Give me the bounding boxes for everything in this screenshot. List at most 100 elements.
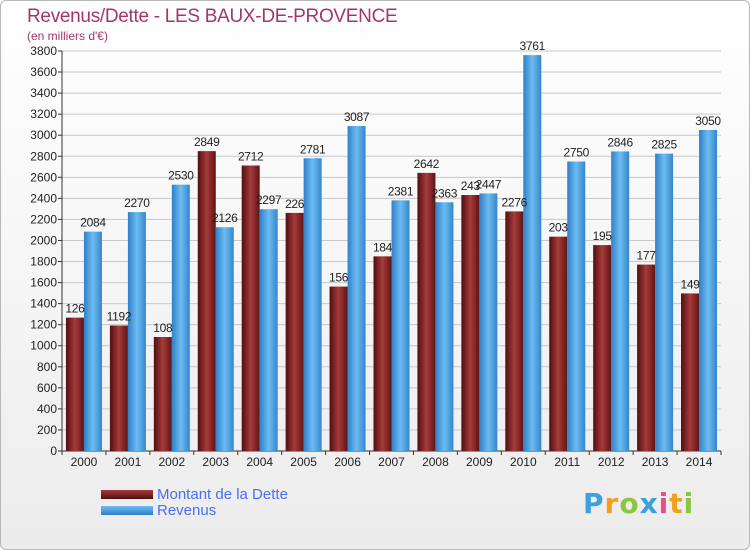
y-tick-label: 1400: [30, 297, 57, 311]
x-tick-label: 2003: [202, 455, 229, 469]
data-label-dette: 126: [65, 302, 85, 316]
bar-dette: [109, 325, 128, 451]
data-label-revenus: 2363: [432, 186, 458, 200]
data-label-dette: 226: [285, 197, 305, 211]
data-label-revenus: 3050: [695, 114, 721, 128]
bar-dette: [285, 212, 304, 451]
logo-letter: P: [583, 487, 605, 520]
data-label-revenus: 3761: [520, 39, 546, 53]
x-tick-label: 2007: [378, 455, 405, 469]
bar-revenus: [479, 193, 498, 451]
y-tick-label: 2200: [30, 212, 57, 226]
x-tick-label: 2014: [686, 455, 713, 469]
bar-revenus: [303, 158, 322, 451]
x-tick-label: 2011: [554, 455, 580, 469]
data-label-revenus: 3087: [344, 110, 370, 124]
data-label-dette: 149: [680, 277, 700, 291]
y-tick-label: 2800: [30, 149, 57, 163]
bar-dette: [153, 337, 172, 451]
y-tick-label: 1800: [30, 255, 57, 269]
y-tick-label: 3400: [30, 86, 57, 100]
data-label-dette: 2276: [502, 195, 528, 209]
bar-revenus: [391, 200, 410, 451]
bar-revenus: [523, 55, 542, 452]
bar-dette: [461, 195, 480, 451]
bar-dette: [505, 211, 524, 451]
data-label-revenus: 2297: [256, 193, 282, 207]
y-tick-label: 2600: [30, 170, 57, 184]
y-tick-label: 2000: [30, 233, 57, 247]
data-label-revenus: 2750: [563, 146, 589, 160]
x-tick-label: 2000: [71, 455, 98, 469]
y-tick-label: 3800: [30, 44, 57, 58]
data-label-dette: 2712: [238, 150, 264, 164]
data-label-dette: 184: [373, 240, 393, 254]
bar-dette: [593, 245, 612, 451]
bar-revenus: [699, 129, 718, 451]
y-tick-label: 3200: [30, 107, 57, 121]
data-label-dette: 2849: [194, 135, 220, 149]
data-label-dette: 2642: [414, 157, 440, 171]
bar-revenus: [259, 209, 278, 451]
y-tick-label: 3600: [30, 65, 57, 79]
y-tick-label: 3000: [30, 128, 57, 142]
y-tick-label: 400: [37, 402, 57, 416]
data-label-revenus: 2530: [168, 169, 194, 183]
bar-dette: [637, 264, 656, 451]
bar-revenus: [127, 212, 146, 451]
logo-letter: x: [639, 487, 659, 520]
data-label-dette: 1192: [107, 310, 132, 324]
x-tick-label: 2002: [158, 455, 185, 469]
logo-letter: i: [683, 487, 695, 520]
x-tick-label: 2005: [290, 455, 317, 469]
logo-letter: o: [619, 487, 640, 520]
legend-label-revenus: Revenus: [157, 502, 217, 519]
bar-dette: [197, 151, 216, 451]
bar-chart: 0 200 400 600 800 1000 1200 1400 1600 1800 2000 220…: [30, 39, 721, 469]
y-tick-label: 0: [50, 444, 57, 458]
data-label-revenus: 2270: [124, 196, 150, 210]
x-tick-label: 2004: [246, 455, 273, 469]
data-label-revenus: 2084: [80, 216, 106, 230]
y-tick-label: 800: [37, 360, 57, 374]
data-label-revenus: 2781: [300, 142, 326, 156]
data-label-dette: 177: [637, 249, 657, 263]
bar-revenus: [567, 161, 586, 452]
bar-dette: [65, 317, 84, 451]
chart-subtitle: (en milliers d'€): [27, 29, 108, 43]
bar-dette: [417, 172, 436, 452]
data-label-dette: 243: [461, 179, 481, 193]
x-tick-label: 2008: [422, 455, 449, 469]
bars: [65, 55, 718, 452]
x-tick-label: 2013: [642, 455, 669, 469]
y-tick-label: 600: [37, 381, 57, 395]
data-label-revenus: 2846: [607, 135, 633, 149]
x-tick-label: 2001: [115, 455, 142, 469]
legend-swatch-revenus: [101, 506, 153, 515]
bar-revenus: [83, 231, 102, 451]
data-label-revenus: 2126: [212, 211, 238, 225]
data-label-revenus: 2381: [388, 184, 414, 198]
bar-revenus: [435, 202, 454, 451]
bar-dette: [329, 286, 348, 451]
bar-revenus: [171, 184, 190, 451]
data-label-revenus: 2825: [651, 138, 677, 152]
legend-swatch-dette: [101, 490, 153, 499]
bar-dette: [241, 165, 260, 452]
x-tick-label: 2009: [466, 455, 493, 469]
y-tick-label: 1600: [30, 276, 57, 290]
y-tick-label: 200: [37, 423, 57, 437]
bar-revenus: [611, 151, 630, 451]
y-tick-label: 2400: [30, 191, 57, 205]
chart-title: Revenus/Dette - LES BAUX-DE-PROVENCE: [27, 6, 398, 27]
x-tick-label: 2006: [334, 455, 361, 469]
x-tick-label: 2010: [510, 455, 537, 469]
data-label-dette: 156: [329, 271, 349, 285]
bar-revenus: [215, 227, 234, 451]
data-label-revenus: 2447: [476, 177, 502, 191]
legend-label-dette: Montant de la Dette: [157, 486, 288, 503]
proxiti-logo: Proxiti: [583, 487, 694, 520]
bar-dette: [373, 256, 392, 451]
bar-dette: [681, 293, 700, 451]
